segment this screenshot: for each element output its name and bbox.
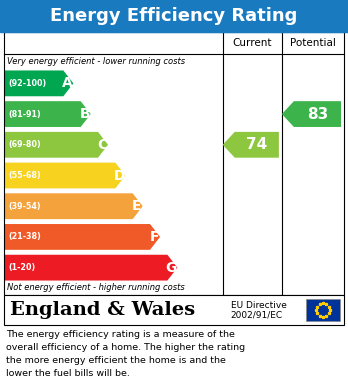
Text: D: D	[113, 169, 125, 183]
Polygon shape	[282, 101, 341, 127]
Polygon shape	[4, 193, 143, 219]
Text: 2002/91/EC: 2002/91/EC	[231, 310, 283, 319]
Polygon shape	[4, 101, 91, 127]
Text: (39-54): (39-54)	[8, 202, 41, 211]
Text: Energy Efficiency Rating: Energy Efficiency Rating	[50, 7, 298, 25]
Text: 74: 74	[246, 137, 267, 152]
Text: A: A	[62, 76, 73, 90]
Text: 83: 83	[307, 107, 328, 122]
Bar	[4, 32, 344, 295]
Bar	[0, 0, 348, 32]
Text: F: F	[149, 230, 159, 244]
Bar	[306, 299, 340, 321]
Text: (81-91): (81-91)	[8, 109, 41, 118]
Text: E: E	[132, 199, 141, 213]
Text: (92-100): (92-100)	[8, 79, 46, 88]
Text: (21-38): (21-38)	[8, 232, 41, 241]
Text: EU Directive: EU Directive	[231, 301, 287, 310]
Polygon shape	[4, 224, 160, 250]
Polygon shape	[4, 70, 73, 96]
Text: Current: Current	[232, 38, 272, 48]
Text: (55-68): (55-68)	[8, 171, 41, 180]
Text: (1-20): (1-20)	[8, 263, 35, 272]
Text: (69-80): (69-80)	[8, 140, 41, 149]
Text: G: G	[166, 261, 177, 274]
Text: B: B	[79, 107, 90, 121]
Text: Potential: Potential	[290, 38, 336, 48]
Text: C: C	[97, 138, 107, 152]
Polygon shape	[4, 132, 108, 158]
Bar	[4, 295, 344, 325]
Text: Very energy efficient - lower running costs: Very energy efficient - lower running co…	[7, 57, 185, 66]
Polygon shape	[223, 132, 279, 158]
Text: The energy efficiency rating is a measure of the
overall efficiency of a home. T: The energy efficiency rating is a measur…	[6, 330, 245, 378]
Polygon shape	[4, 255, 177, 281]
Text: England & Wales: England & Wales	[10, 301, 195, 319]
Polygon shape	[4, 163, 125, 188]
Text: Not energy efficient - higher running costs: Not energy efficient - higher running co…	[7, 283, 185, 292]
